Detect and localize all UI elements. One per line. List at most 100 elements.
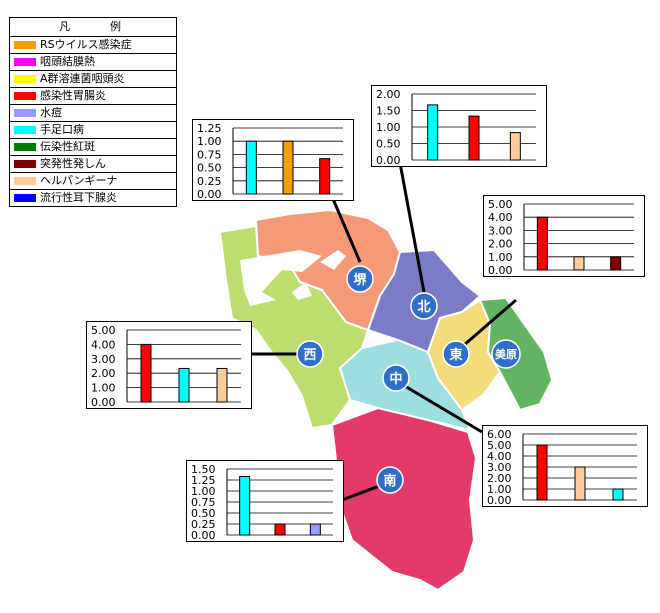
chart-panel-sakai: 1.25 1.00 0.75 0.50 0.25 0.00 [192, 119, 354, 201]
chart-panel-kita: 2.00 1.50 1.00 0.50 0.00 [371, 85, 547, 167]
bar [178, 367, 190, 403]
district-label: 南 [383, 473, 396, 489]
legend-label: A群溶連菌咽頭炎 [40, 72, 125, 85]
y-tick-label: 0.00 [488, 264, 513, 276]
y-tick-label: 3.00 [91, 353, 116, 366]
legend-item: RSウイルス感染症 [10, 37, 176, 54]
badge-nishi[interactable]: 西 [296, 340, 324, 368]
badge-minami[interactable]: 南 [376, 466, 404, 494]
harbor-water [320, 250, 346, 270]
legend-label: 突発性発しん [40, 157, 106, 170]
bar [468, 115, 480, 161]
y-tick-label: 2.00 [91, 367, 116, 380]
y-tick-label: 1.25 [197, 122, 222, 135]
y-tick-label: 0.00 [191, 529, 216, 541]
bar [309, 523, 321, 536]
legend-label: 水痘 [40, 106, 62, 119]
legend-item: 咽頭結膜熱 [10, 54, 176, 71]
district-label: 西 [303, 348, 316, 363]
legend-swatch [14, 177, 36, 185]
chart-svg: 2.00 1.50 1.00 0.50 0.00 [376, 88, 536, 166]
y-tick-label: 0.75 [191, 496, 216, 509]
district-label: 北 [417, 300, 430, 315]
y-tick-label: 1.50 [376, 105, 401, 118]
y-tick-label: 1.00 [197, 135, 222, 148]
y-tick-label: 1.50 [191, 463, 216, 476]
legend-swatch [14, 143, 36, 151]
badge-sakai[interactable]: 堺 [346, 265, 374, 293]
y-tick-label: 2.00 [487, 472, 512, 485]
y-tick-label: 4.00 [487, 450, 512, 463]
y-tick-label: 5.00 [91, 324, 116, 337]
legend: 凡 例 RSウイルス感染症 咽頭結膜熱 A群溶連菌咽頭炎 感染性胃腸炎 水痘 手足口病 伝染… [9, 17, 177, 207]
legend-item: 水痘 [10, 105, 176, 122]
legend-item: ヘルパンギーナ [10, 173, 176, 190]
badge-mihara[interactable]: 美原 [491, 339, 521, 369]
y-tick-label: 1.00 [191, 485, 216, 498]
y-tick-label: 0.00 [197, 188, 222, 200]
legend-item: A群溶連菌咽頭炎 [10, 71, 176, 88]
harbor-water [292, 282, 312, 300]
legend-swatch [14, 41, 36, 49]
y-tick-label: 0.50 [197, 162, 222, 175]
bar [610, 256, 622, 271]
legend-label: 流行性耳下腺炎 [40, 191, 117, 204]
badge-naka[interactable]: 中 [382, 364, 410, 392]
legend-swatch [14, 126, 36, 134]
legend-label: 伝染性紅斑 [40, 140, 95, 153]
chart-svg: 5.004.003.002.001.000.00 [488, 198, 634, 276]
y-tick-label: 0.50 [191, 507, 216, 520]
chart-svg: 1.251.000.750.500.250.00 [197, 122, 343, 200]
chart-svg: 5.004.003.002.001.000.00 [91, 324, 241, 408]
legend-swatch [14, 160, 36, 168]
legend-swatch [14, 75, 36, 83]
bar [282, 140, 294, 195]
bar [140, 343, 152, 403]
legend-label: RSウイルス感染症 [40, 38, 132, 51]
chart-svg: 1.501.251.000.750.500.250.00 [191, 463, 333, 541]
y-tick-label: 0.00 [376, 154, 401, 166]
legend-swatch [14, 194, 36, 202]
y-tick-label: 4.00 [91, 338, 116, 351]
y-tick-label: 4.00 [488, 211, 513, 224]
chart-svg: 6.005.004.003.002.001.000.00 [487, 428, 637, 506]
bar [612, 488, 624, 501]
bar [319, 158, 331, 195]
y-tick-label: 2.00 [488, 238, 513, 251]
legend-label: 咽頭結膜熱 [40, 55, 95, 68]
bar [573, 256, 585, 271]
bar [245, 140, 257, 195]
y-tick-label: 3.00 [488, 224, 513, 237]
chart-panel-naka: 6.00 5.00 4.00 3.00 2.00 1.00 0.00 [482, 425, 648, 507]
legend-item: 伝染性紅斑 [10, 139, 176, 156]
y-tick-label: 0.75 [197, 148, 222, 161]
bar [274, 523, 286, 536]
y-tick-label: 0.50 [376, 138, 401, 151]
y-tick-label: 1.00 [91, 382, 116, 395]
y-tick-label: 5.00 [488, 198, 513, 211]
legend-title: 凡 例 [10, 18, 176, 37]
legend-label: 感染性胃腸炎 [40, 89, 106, 102]
legend-swatch [14, 58, 36, 66]
y-tick-label: 0.25 [197, 175, 222, 188]
bar [427, 104, 439, 161]
bar [536, 444, 548, 501]
district-region-minami[interactable] [330, 406, 478, 592]
y-tick-label: 2.00 [376, 88, 401, 101]
badge-kita[interactable]: 北 [410, 292, 438, 320]
chart-panel-nishi: 5.00 4.00 3.00 2.00 1.00 0.00 [86, 321, 252, 409]
bar [574, 466, 586, 501]
y-tick-label: 3.00 [487, 461, 512, 474]
legend-swatch [14, 109, 36, 117]
district-label: 美原 [495, 347, 517, 361]
y-tick-label: 1.00 [376, 121, 401, 134]
bar [509, 132, 521, 161]
chart-panel-higashi: 5.00 4.00 3.00 2.00 1.00 0.00 [483, 195, 645, 277]
legend-swatch [14, 92, 36, 100]
y-tick-label: 0.25 [191, 518, 216, 531]
bar [216, 367, 228, 403]
y-tick-label: 1.00 [488, 251, 513, 264]
y-tick-label: 6.00 [487, 428, 512, 441]
badge-higashi[interactable]: 東 [442, 340, 470, 368]
